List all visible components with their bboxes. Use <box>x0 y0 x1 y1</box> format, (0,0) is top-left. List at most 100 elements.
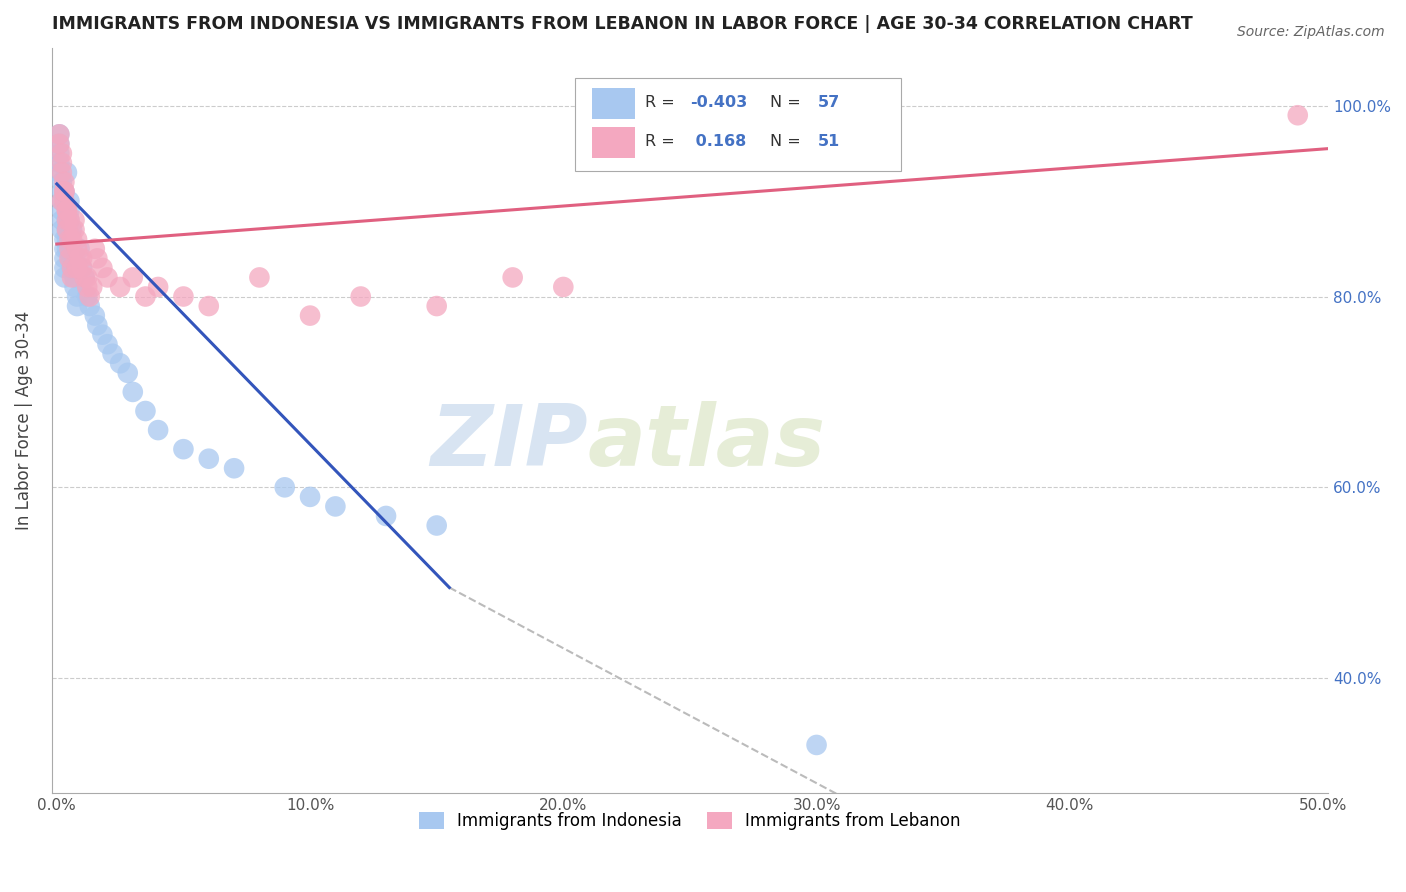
Point <box>96 270 118 285</box>
Point <box>48 146 70 161</box>
Point <box>48 128 70 142</box>
Point <box>53 185 76 199</box>
Point <box>51 165 73 179</box>
Point <box>58 203 80 218</box>
Point <box>502 270 524 285</box>
Point <box>121 384 143 399</box>
Point <box>60 223 83 237</box>
Text: IMMIGRANTS FROM INDONESIA VS IMMIGRANTS FROM LEBANON IN LABOR FORCE | AGE 30-34 : IMMIGRANTS FROM INDONESIA VS IMMIGRANTS … <box>52 15 1192 33</box>
Point <box>197 451 219 466</box>
Point <box>69 242 91 256</box>
Point <box>51 194 73 208</box>
Point <box>73 270 96 285</box>
Text: 51: 51 <box>817 134 839 149</box>
Point <box>172 442 194 457</box>
Point <box>76 270 98 285</box>
Text: R =: R = <box>645 134 681 149</box>
Point <box>60 232 83 246</box>
Text: 0.168: 0.168 <box>690 134 747 149</box>
Point <box>76 280 98 294</box>
FancyBboxPatch shape <box>592 127 636 158</box>
Point <box>63 280 86 294</box>
Point <box>350 289 373 303</box>
Point <box>553 280 575 294</box>
Point <box>76 289 98 303</box>
Point <box>51 185 73 199</box>
Point <box>56 213 79 227</box>
Point <box>66 289 89 303</box>
Point <box>66 299 89 313</box>
Point <box>58 213 80 227</box>
Point <box>299 309 322 323</box>
Point <box>60 260 83 275</box>
Point <box>53 185 76 199</box>
Point <box>69 252 91 266</box>
Point <box>63 270 86 285</box>
Point <box>197 299 219 313</box>
Point <box>86 318 108 333</box>
Point <box>53 175 76 189</box>
Point <box>91 327 114 342</box>
Text: R =: R = <box>645 95 681 111</box>
Point <box>56 165 79 179</box>
Point <box>274 480 297 494</box>
Point <box>134 289 156 303</box>
Text: -0.403: -0.403 <box>690 95 747 111</box>
Text: 57: 57 <box>817 95 839 111</box>
Point <box>426 299 449 313</box>
Point <box>51 203 73 218</box>
Point <box>66 260 89 275</box>
Point <box>63 213 86 227</box>
Point <box>56 242 79 256</box>
Point <box>299 490 322 504</box>
Legend: Immigrants from Indonesia, Immigrants from Lebanon: Immigrants from Indonesia, Immigrants fr… <box>412 805 967 837</box>
Point <box>146 423 169 437</box>
Point <box>63 223 86 237</box>
Point <box>53 242 76 256</box>
Y-axis label: In Labor Force | Age 30-34: In Labor Force | Age 30-34 <box>15 311 32 530</box>
Point <box>426 518 449 533</box>
Point <box>53 260 76 275</box>
Text: N =: N = <box>770 95 806 111</box>
Point <box>82 280 104 294</box>
Text: N =: N = <box>770 134 806 149</box>
Point <box>83 242 105 256</box>
Point <box>53 270 76 285</box>
Point <box>249 270 271 285</box>
Point <box>51 194 73 208</box>
Point <box>60 260 83 275</box>
Point <box>806 738 828 752</box>
Point <box>51 146 73 161</box>
Point <box>56 223 79 237</box>
Point <box>48 136 70 151</box>
Point <box>96 337 118 351</box>
Point <box>48 136 70 151</box>
Point <box>58 213 80 227</box>
Point <box>51 213 73 227</box>
Point <box>56 203 79 218</box>
FancyBboxPatch shape <box>592 88 636 120</box>
Point <box>83 309 105 323</box>
Point <box>121 270 143 285</box>
Point <box>56 203 79 218</box>
Point <box>146 280 169 294</box>
Point <box>70 252 93 266</box>
Point <box>56 213 79 227</box>
Point <box>58 232 80 246</box>
Point <box>60 270 83 285</box>
Point <box>1286 108 1309 122</box>
Text: ZIP: ZIP <box>430 401 588 484</box>
Point <box>58 232 80 246</box>
Point <box>79 289 101 303</box>
Point <box>51 223 73 237</box>
Point <box>53 185 76 199</box>
Point <box>58 194 80 208</box>
Point <box>375 508 398 523</box>
Point <box>53 194 76 208</box>
Point <box>86 252 108 266</box>
Point <box>73 270 96 285</box>
Point <box>48 165 70 179</box>
Point <box>70 260 93 275</box>
Point <box>66 242 89 256</box>
Point <box>108 356 131 370</box>
